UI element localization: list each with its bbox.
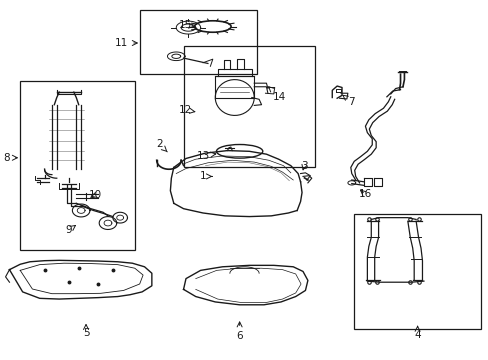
Text: 6: 6 (236, 322, 243, 341)
Text: 12: 12 (178, 105, 194, 115)
Text: 16: 16 (358, 189, 371, 199)
Text: 4: 4 (413, 326, 420, 340)
Text: 8: 8 (3, 153, 17, 163)
Text: 2: 2 (156, 139, 167, 152)
Bar (183, 45, 315, 167)
Text: 11: 11 (115, 38, 137, 48)
Text: 3: 3 (300, 161, 306, 171)
Text: 13: 13 (196, 150, 215, 161)
Bar (140, 10, 256, 74)
Text: 1: 1 (199, 171, 212, 181)
Text: 14: 14 (268, 87, 285, 102)
Text: 7: 7 (342, 95, 354, 107)
Bar (20, 81, 135, 250)
Text: 9: 9 (65, 225, 75, 235)
Bar (353, 214, 480, 329)
Text: 10: 10 (89, 190, 102, 200)
Text: 15: 15 (178, 20, 194, 30)
Text: 5: 5 (82, 324, 89, 338)
